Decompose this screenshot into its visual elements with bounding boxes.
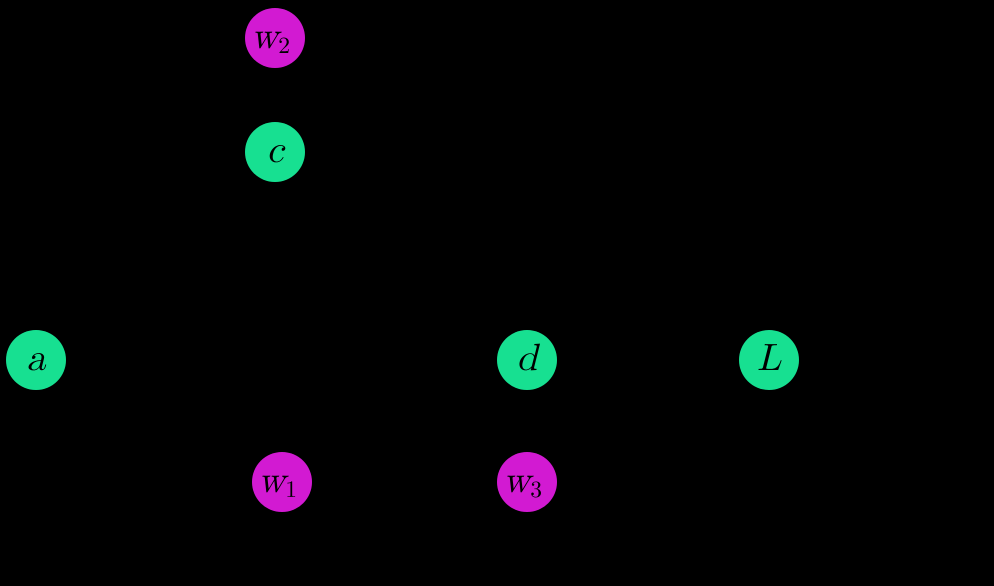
edge-w3-L: [554, 365, 746, 468]
node-L: L: [739, 330, 799, 390]
node-L-label: L: [757, 340, 782, 378]
node-a-label: a: [26, 340, 46, 378]
node-a: a: [6, 330, 66, 390]
network-diagram: a c d Lw2 w1 w3: [0, 0, 994, 586]
arrowhead: [266, 100, 284, 122]
node-d: d: [497, 330, 557, 390]
node-w2: w2: [245, 8, 305, 68]
edge-c-d: [298, 171, 509, 348]
edges-layer: [59, 68, 861, 469]
edge-d-L: [557, 351, 739, 369]
edge-w2-c: [266, 68, 284, 122]
arrowhead: [267, 182, 285, 204]
node-w1: w1: [252, 452, 312, 512]
edge-w1-d: [309, 365, 504, 468]
edge-w1-c: [267, 182, 285, 452]
node-w3: w3: [497, 452, 557, 512]
node-d-label: d: [516, 340, 540, 378]
nodes-layer: a c d Lw2 w1 w3: [6, 8, 799, 512]
self-loop-L: [791, 337, 861, 392]
arrowhead: [717, 351, 739, 369]
node-c: c: [245, 122, 305, 182]
edge-a-c: [59, 165, 259, 340]
